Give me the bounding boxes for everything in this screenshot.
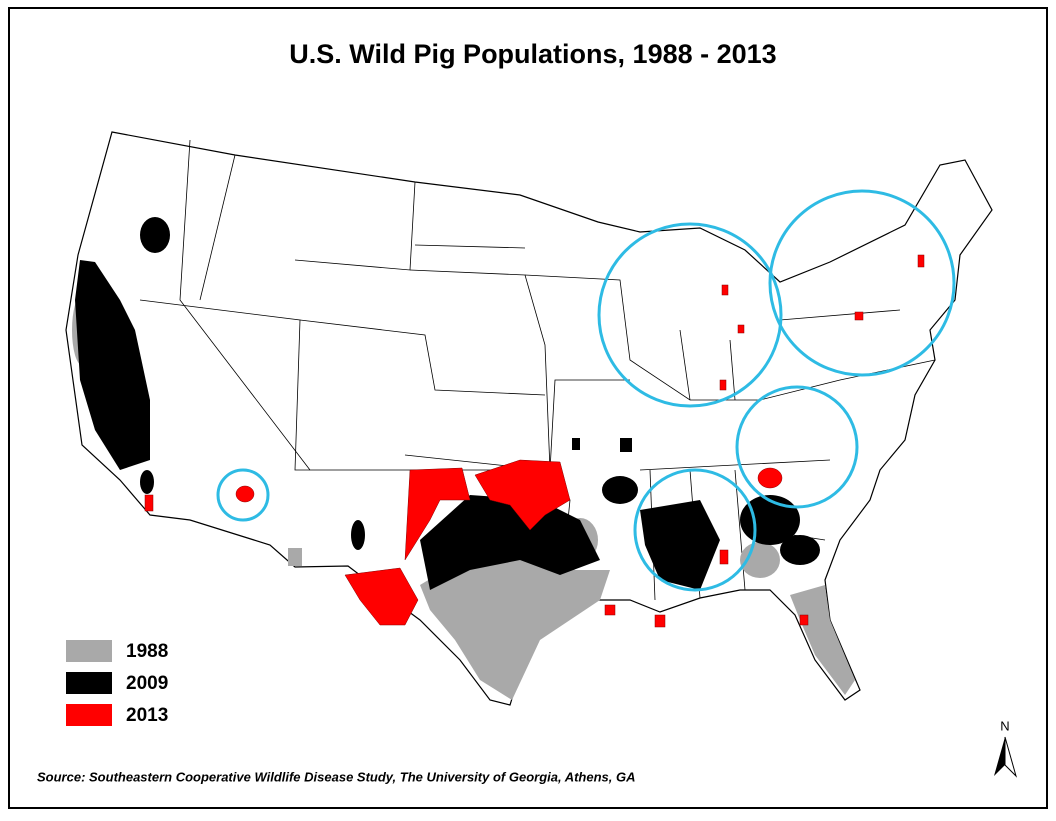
north-label: N (1000, 718, 1009, 733)
legend-label: 2009 (126, 673, 168, 694)
map-title: U.S. Wild Pig Populations, 1988 - 2013 (289, 39, 776, 69)
legend-swatch (66, 640, 112, 662)
legend-label: 2013 (126, 705, 168, 726)
legend-label: 1988 (126, 641, 168, 662)
highlight-circles (216, 189, 956, 592)
north-arrow-left (994, 737, 1005, 776)
state-lines (139, 139, 936, 601)
range-2013 (144, 254, 925, 628)
source-note: Source: Southeastern Cooperative Wildlif… (37, 769, 636, 784)
us-map (65, 131, 993, 706)
legend-swatch (66, 704, 112, 726)
north-arrow: N (994, 718, 1018, 778)
legend: 1988 2009 2013 (66, 640, 168, 726)
legend-swatch (66, 672, 112, 694)
range-2009 (75, 217, 820, 590)
north-arrow-right (1004, 736, 1018, 778)
